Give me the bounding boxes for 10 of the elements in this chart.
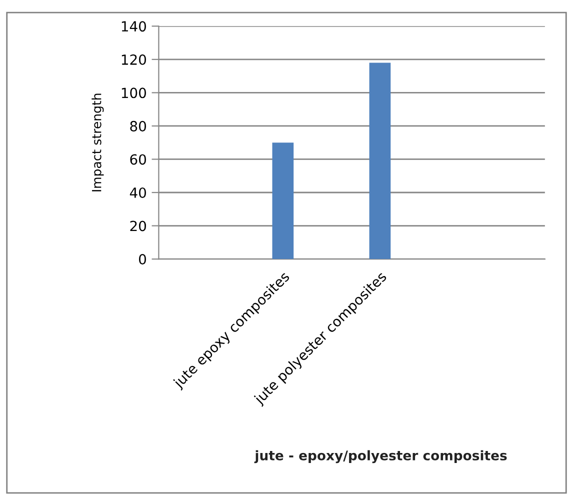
- y-tick-label: 40: [130, 187, 146, 198]
- y-tick-label: 100: [122, 88, 146, 98]
- y-tick-label: 20: [130, 220, 146, 232]
- y-tick-label: 80: [130, 120, 146, 132]
- y-tick-label: 120: [122, 54, 146, 65]
- y-tick-label: 140: [122, 21, 146, 32]
- x-axis-title: jute - epoxy/polyester composites: [254, 450, 507, 464]
- y-tick-label: 0: [138, 254, 146, 265]
- y-axis-title: Impact strength: [92, 94, 104, 192]
- y-tick-label: 60: [130, 154, 146, 165]
